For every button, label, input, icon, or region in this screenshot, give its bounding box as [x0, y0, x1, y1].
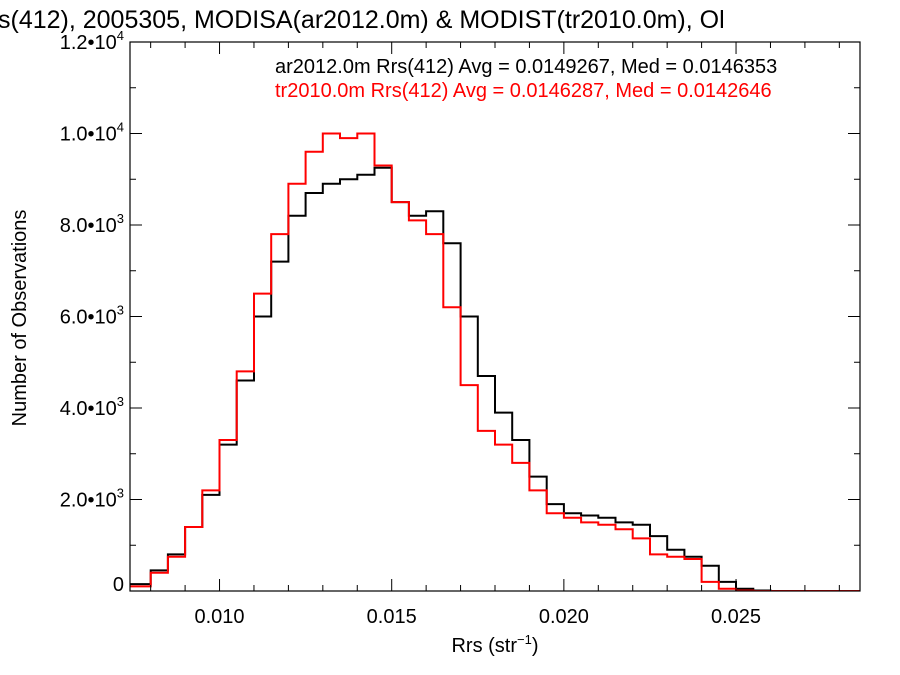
- series-group: [130, 132, 860, 591]
- y-tick-label: 6.0•103: [60, 303, 124, 329]
- y-tick-label: 1.2•104: [60, 28, 124, 54]
- y-tick-label: 4.0•103: [60, 394, 124, 420]
- y-tick-label: 8.0•103: [60, 211, 124, 237]
- x-tick-label: 0.010: [194, 606, 244, 628]
- plot-area: 0.010 0.015 0.020 0.025 0 2.0•103 4.0•103 6.0•1…: [60, 28, 861, 628]
- x-tick-label: 0.015: [367, 606, 417, 628]
- chart-title: s(412), 2005305, MODISA(ar2012.0m) & MOD…: [0, 6, 725, 34]
- x-axis-label: Rrs (str−1): [451, 632, 538, 657]
- y-tick-label: 2.0•103: [60, 486, 124, 512]
- plot-frame: [129, 41, 861, 592]
- legend-entry-2: tr2010.0m Rrs(412) Avg = 0.0146287, Med …: [275, 80, 772, 102]
- legend-entry-1: ar2012.0m Rrs(412) Avg = 0.0149267, Med …: [275, 56, 777, 78]
- legend: ar2012.0m Rrs(412) Avg = 0.0149267, Med …: [275, 56, 777, 102]
- y-tick-label: 0: [113, 574, 124, 596]
- y-tick-label: 1.0•104: [60, 120, 124, 146]
- series-line-2: [130, 132, 860, 591]
- series-line-1: [130, 166, 860, 591]
- y-axis-label: Number of Observations: [9, 210, 31, 427]
- x-tick-label: 0.020: [539, 606, 589, 628]
- x-tick-label: 0.025: [711, 606, 761, 628]
